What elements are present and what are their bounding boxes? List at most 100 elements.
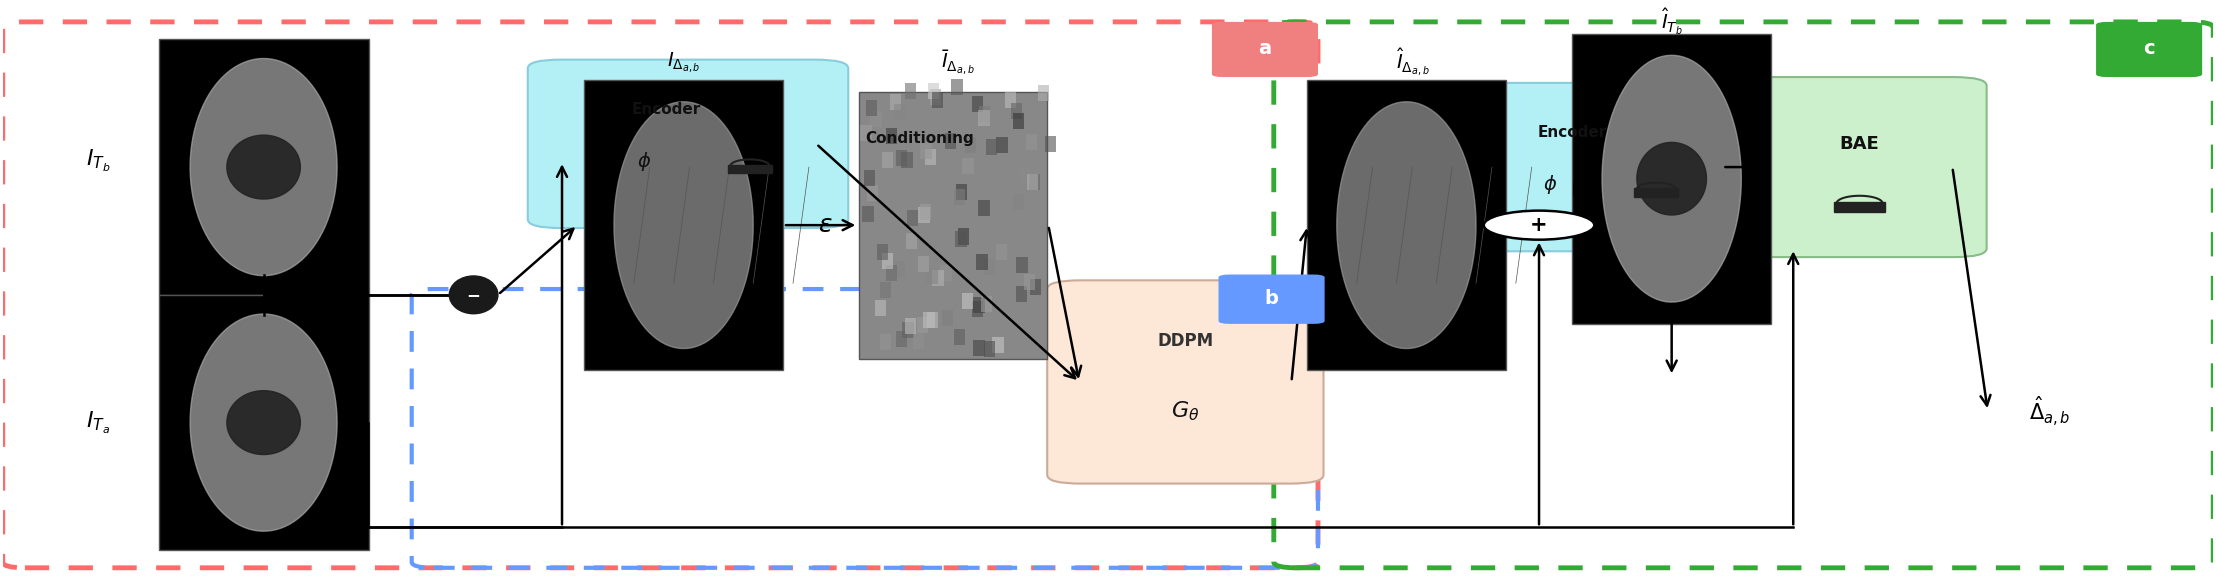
Bar: [895, 104, 906, 121]
Bar: [864, 171, 875, 186]
Bar: [1013, 113, 1024, 129]
Bar: [920, 204, 931, 220]
Bar: [1024, 274, 1035, 290]
Polygon shape: [226, 390, 301, 455]
Bar: [1010, 103, 1022, 119]
Bar: [926, 268, 937, 283]
Text: $\hat{I}_{\Delta_{a,b}}$: $\hat{I}_{\Delta_{a,b}}$: [1396, 47, 1429, 78]
Bar: [866, 100, 878, 116]
Bar: [979, 296, 993, 312]
Bar: [917, 256, 929, 272]
Bar: [904, 83, 917, 99]
Bar: [986, 139, 997, 155]
FancyBboxPatch shape: [1219, 275, 1325, 324]
FancyBboxPatch shape: [1434, 83, 1755, 251]
Bar: [585, 80, 782, 370]
Bar: [1028, 173, 1039, 189]
Text: DDPM: DDPM: [1157, 332, 1214, 350]
Bar: [878, 245, 889, 260]
Bar: [984, 342, 995, 358]
Bar: [933, 270, 944, 286]
Text: $\bar{I}_{\Delta_{a,b}}$: $\bar{I}_{\Delta_{a,b}}$: [942, 48, 975, 77]
Text: $G_{\theta}$: $G_{\theta}$: [1170, 399, 1199, 423]
Bar: [951, 79, 962, 95]
Bar: [895, 150, 906, 166]
Bar: [1026, 174, 1039, 190]
Bar: [926, 312, 937, 328]
Text: BAE: BAE: [1839, 135, 1879, 153]
Bar: [889, 94, 902, 111]
Bar: [1635, 188, 1678, 197]
Bar: [882, 252, 893, 269]
Bar: [962, 158, 973, 174]
Bar: [1833, 202, 1886, 212]
Bar: [973, 340, 984, 356]
Bar: [902, 152, 913, 169]
Polygon shape: [191, 58, 337, 276]
Text: $\phi$: $\phi$: [1542, 173, 1558, 196]
Bar: [955, 231, 966, 247]
Bar: [971, 96, 984, 112]
Bar: [1037, 85, 1048, 101]
Bar: [933, 92, 944, 108]
Polygon shape: [191, 314, 337, 531]
Bar: [906, 210, 917, 226]
Bar: [1017, 257, 1028, 273]
Bar: [913, 333, 924, 349]
Bar: [902, 322, 913, 338]
Text: Conditioning: Conditioning: [866, 131, 975, 146]
Polygon shape: [1638, 142, 1706, 215]
Bar: [904, 318, 915, 334]
Bar: [977, 110, 991, 126]
Text: c: c: [2143, 39, 2154, 58]
Bar: [906, 233, 917, 249]
Bar: [931, 89, 942, 105]
Bar: [895, 330, 906, 347]
Bar: [979, 106, 991, 122]
Text: Encoder: Encoder: [1538, 125, 1607, 140]
Bar: [917, 207, 931, 223]
Bar: [962, 293, 973, 309]
Text: $\phi$: $\phi$: [636, 150, 652, 173]
Text: a: a: [1259, 39, 1272, 58]
Circle shape: [1485, 211, 1593, 240]
Bar: [886, 128, 897, 145]
Bar: [977, 199, 991, 216]
Polygon shape: [226, 135, 301, 199]
Text: +: +: [1531, 215, 1547, 235]
FancyBboxPatch shape: [1048, 280, 1323, 483]
Bar: [882, 152, 893, 168]
Text: −: −: [468, 286, 481, 304]
Bar: [973, 301, 984, 317]
Text: $I_{T_a}$: $I_{T_a}$: [86, 410, 111, 436]
Bar: [944, 133, 957, 149]
Bar: [917, 316, 929, 333]
Bar: [929, 83, 940, 99]
Text: Encoder: Encoder: [632, 102, 700, 116]
Text: $\hat{I}_{T_b}$: $\hat{I}_{T_b}$: [1660, 6, 1682, 37]
Bar: [973, 297, 984, 313]
Bar: [160, 295, 368, 550]
Ellipse shape: [450, 276, 499, 314]
Bar: [893, 262, 904, 278]
Bar: [1571, 34, 1771, 324]
Bar: [880, 335, 891, 350]
Bar: [984, 259, 995, 275]
Text: $\hat{\Delta}_{a,b}$: $\hat{\Delta}_{a,b}$: [2030, 394, 2070, 428]
Bar: [942, 310, 953, 326]
Bar: [1030, 279, 1042, 295]
FancyBboxPatch shape: [1733, 77, 1988, 257]
Bar: [1006, 92, 1017, 108]
Bar: [871, 111, 882, 128]
Bar: [1015, 286, 1026, 302]
Bar: [886, 265, 897, 280]
Bar: [997, 245, 1008, 260]
Bar: [953, 329, 964, 345]
Text: $I_{T_b}$: $I_{T_b}$: [86, 148, 111, 174]
Text: $I_{\Delta_{a,b}}$: $I_{\Delta_{a,b}}$: [667, 50, 700, 75]
Bar: [924, 149, 935, 165]
Polygon shape: [1336, 102, 1476, 349]
Bar: [993, 337, 1004, 353]
Bar: [940, 265, 951, 281]
Bar: [860, 92, 1048, 359]
